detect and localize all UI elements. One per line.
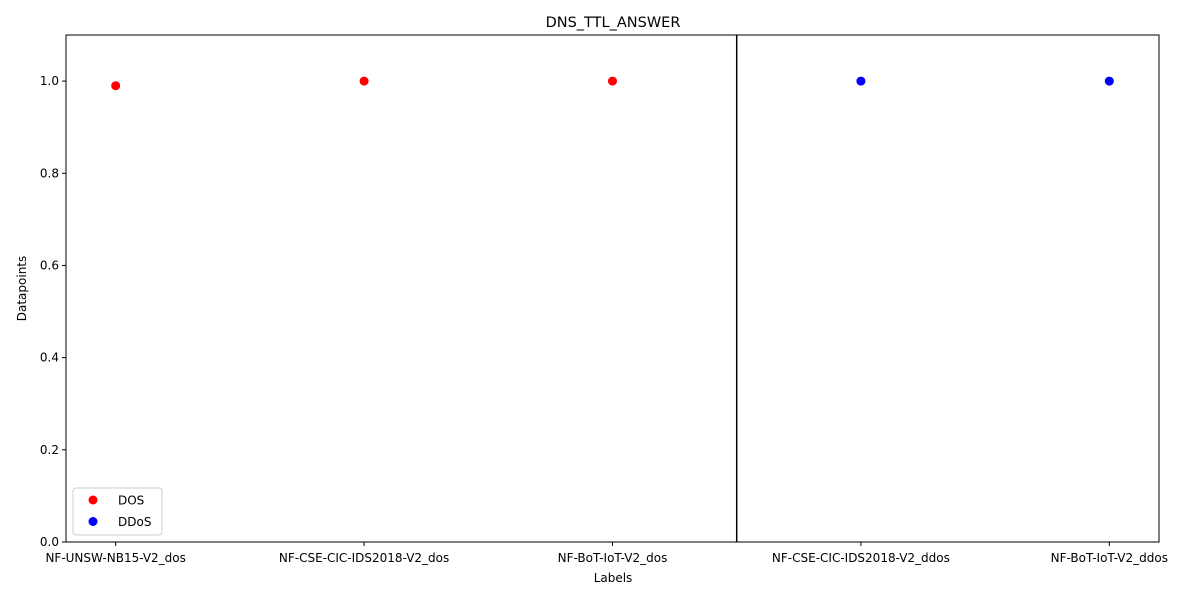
y-tick-label: 0.4 [40, 351, 59, 365]
y-tick-label: 0.8 [40, 166, 59, 180]
x-tick-label: NF-BoT-IoT-V2_dos [558, 551, 668, 565]
data-point-ddos [1104, 76, 1114, 86]
legend-label-dos: DOS [118, 494, 144, 508]
y-axis-ticks: 0.0 0.2 0.4 0.6 0.8 1.0 [40, 74, 66, 549]
y-tick-label: 0.0 [40, 535, 59, 549]
chart-title: DNS_TTL_ANSWER [546, 15, 681, 31]
legend-marker-dos [88, 495, 98, 505]
legend-label-ddos: DDoS [118, 515, 151, 529]
plot-area-frame [65, 34, 1160, 543]
data-point-dos [359, 76, 369, 86]
x-tick-label: NF-BoT-IoT-V2_ddos [1051, 551, 1168, 565]
data-point-dos [111, 81, 121, 91]
y-tick-label: 0.2 [40, 443, 59, 457]
x-axis-label: Labels [594, 571, 633, 585]
x-axis-ticks: NF-UNSW-NB15-V2_dos NF-CSE-CIC-IDS2018-V2… [45, 542, 1168, 565]
x-tick-label: NF-CSE-CIC-IDS2018-V2_ddos [772, 551, 950, 565]
x-tick-label: NF-UNSW-NB15-V2_dos [45, 551, 185, 565]
y-tick-label: 1.0 [40, 74, 59, 88]
data-point-dos [608, 76, 617, 86]
y-tick-label: 0.6 [40, 258, 59, 272]
x-tick-label: NF-CSE-CIC-IDS2018-V2_dos [279, 551, 449, 565]
data-point-ddos [856, 76, 866, 86]
legend: DOS DDoS [72, 487, 163, 536]
data-points [111, 76, 1114, 91]
legend-marker-ddos [88, 517, 98, 526]
y-axis-label: Datapoints [15, 256, 29, 322]
